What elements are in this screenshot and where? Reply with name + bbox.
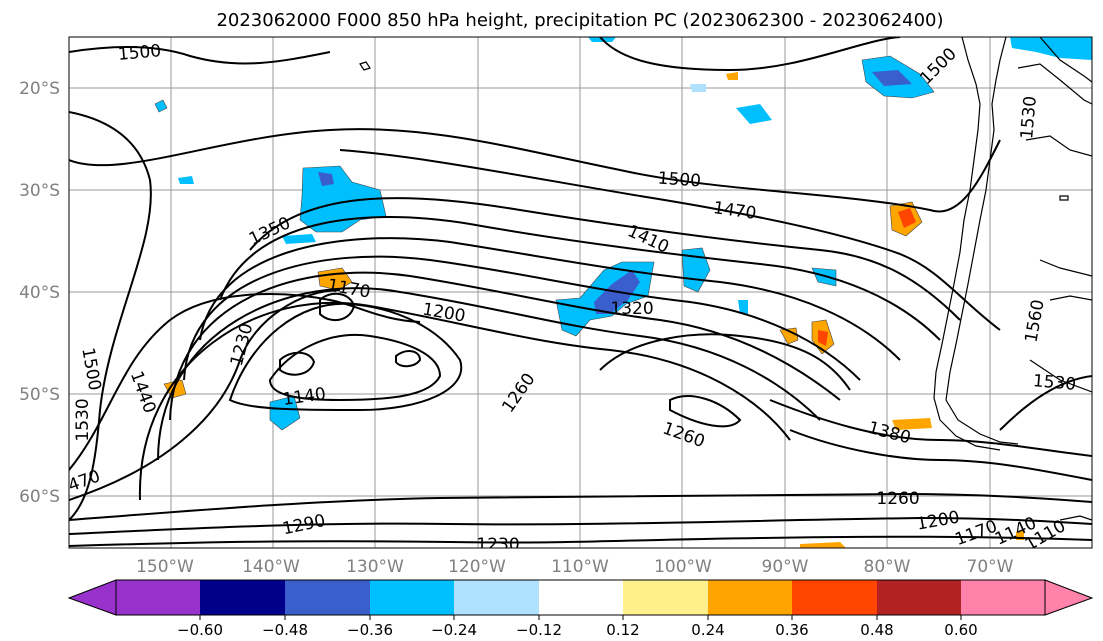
lon-label: 70°W xyxy=(967,557,1014,577)
height-contours xyxy=(69,37,1092,547)
colorbar-tick-label: 0.12 xyxy=(606,621,639,639)
colorbar-tick-label: −0.60 xyxy=(177,621,223,639)
colorbar-bin xyxy=(285,580,370,615)
colorbar-bin xyxy=(539,580,623,615)
lon-label: 120°W xyxy=(448,557,506,577)
contour-label: 1320 xyxy=(610,299,653,319)
lon-label: 90°W xyxy=(762,557,809,577)
colorbar-tick-label: 0.24 xyxy=(691,621,724,639)
colorbar-bin xyxy=(792,580,877,615)
colorbar-tick-label: −0.24 xyxy=(431,621,477,639)
colorbar-bin xyxy=(370,580,454,615)
contour-label: 1500 xyxy=(657,169,702,192)
contour-label: 1230 xyxy=(476,535,519,555)
chart-title: 2023062000 F000 850 hPa height, precipit… xyxy=(216,10,943,31)
colorbar-bin xyxy=(961,580,1045,615)
colorbar-tick-label: 0.48 xyxy=(860,621,893,639)
colorbar-ticks xyxy=(199,615,962,620)
map-frame xyxy=(68,36,1093,549)
colorbar-extend-high xyxy=(1044,579,1094,616)
lat-labels: 20°S 30°S 40°S 50°S 60°S xyxy=(19,79,60,507)
lat-label: 30°S xyxy=(19,181,60,201)
colorbar-extend-low xyxy=(67,579,117,616)
colorbar-tick-label: 0.36 xyxy=(775,621,808,639)
precip-negative-areas xyxy=(154,37,1092,431)
colorbar: −0.60 −0.48 −0.36 −0.24 −0.12 0.12 0.24 … xyxy=(67,579,1094,639)
colorbar-tick-label: −0.36 xyxy=(347,621,393,639)
lon-label: 110°W xyxy=(551,557,609,577)
lon-labels: 150°W 140°W 130°W 120°W 110°W 100°W 90°W… xyxy=(136,557,1014,577)
lon-label: 140°W xyxy=(242,557,300,577)
colorbar-tick-label: −0.12 xyxy=(516,621,562,639)
contour-label: 1530 xyxy=(1017,95,1041,140)
lon-label: 130°W xyxy=(346,557,404,577)
coastlines xyxy=(359,37,1092,521)
map-panel: 1500 1500 1470 1410 1350 1170 1200 1320 … xyxy=(68,36,1093,555)
lon-label: 80°W xyxy=(864,557,911,577)
lat-label: 20°S xyxy=(19,79,60,99)
lon-label: 100°W xyxy=(654,557,712,577)
colorbar-bin xyxy=(877,580,961,615)
colorbar-tick-label: 0.60 xyxy=(944,621,977,639)
colorbar-bin xyxy=(454,580,539,615)
contour-label: 1260 xyxy=(876,489,919,509)
colorbar-bin xyxy=(200,580,285,615)
colorbar-bin xyxy=(116,580,200,615)
lat-label: 60°S xyxy=(19,487,60,507)
colorbar-bin xyxy=(623,580,708,615)
colorbar-frame xyxy=(115,579,1046,616)
lat-label: 40°S xyxy=(19,283,60,303)
contour-label: 1530 xyxy=(73,398,93,441)
contour-label: 1500 xyxy=(117,41,162,65)
colorbar-tick-label: −0.48 xyxy=(262,621,308,639)
contour-label: 1530 xyxy=(1032,371,1077,395)
colorbar-bin xyxy=(708,580,792,615)
lon-label: 150°W xyxy=(136,557,194,577)
lat-label: 50°S xyxy=(19,385,60,405)
